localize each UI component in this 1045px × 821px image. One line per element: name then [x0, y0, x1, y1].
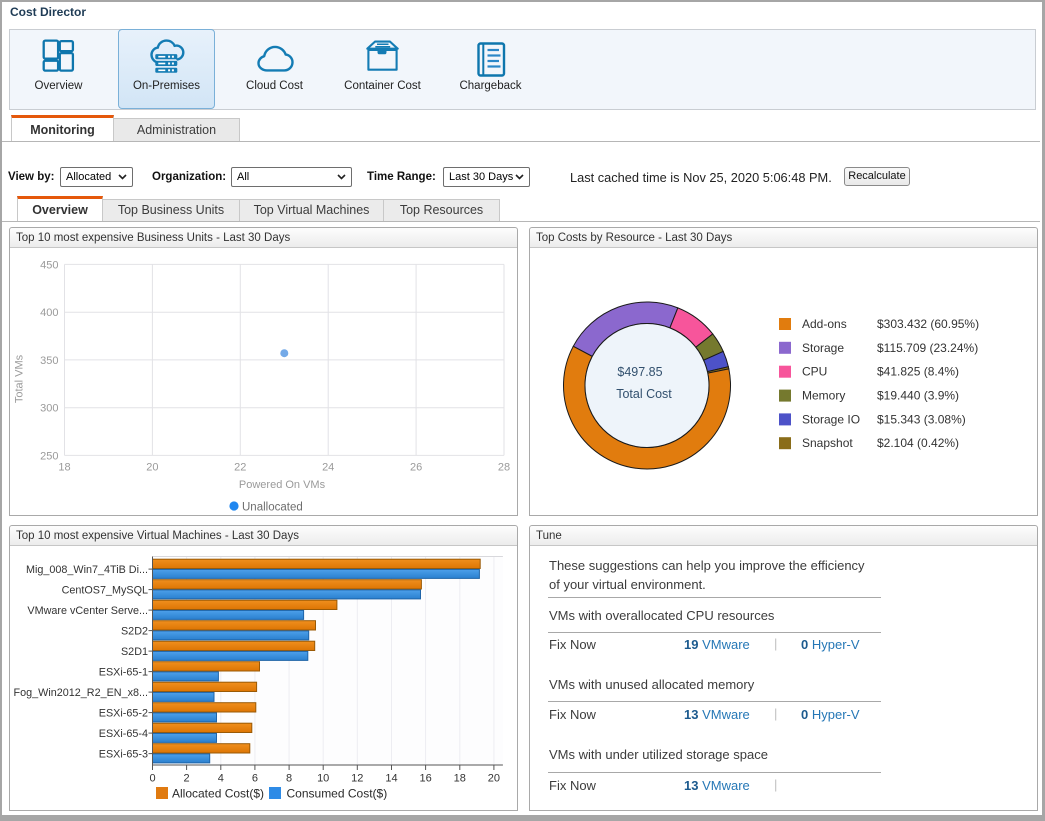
svg-text:Add-ons: Add-ons	[802, 317, 847, 331]
svg-text:Memory: Memory	[802, 389, 845, 403]
svg-text:S2D2: S2D2	[121, 625, 148, 637]
svg-text:20: 20	[146, 462, 158, 474]
svg-text:ESXi-65-3: ESXi-65-3	[99, 748, 148, 760]
svg-text:VMware vCenter Serve...: VMware vCenter Serve...	[27, 605, 148, 617]
svg-text:Unallocated: Unallocated	[242, 502, 303, 514]
svg-text:300: 300	[40, 403, 58, 415]
svg-text:20: 20	[488, 773, 500, 785]
svg-text:400: 400	[40, 307, 58, 319]
svg-text:ESXi-65-4: ESXi-65-4	[99, 728, 148, 740]
svg-text:16: 16	[419, 773, 431, 785]
svg-text:4: 4	[218, 773, 224, 785]
svg-text:24: 24	[322, 462, 334, 474]
svg-text:ESXi-65-2: ESXi-65-2	[99, 707, 148, 719]
svg-text:18: 18	[454, 773, 466, 785]
svg-text:14: 14	[385, 773, 397, 785]
svg-text:350: 350	[40, 355, 58, 367]
svg-text:Snapshot: Snapshot	[802, 436, 853, 450]
svg-text:Allocated Cost($): Allocated Cost($)	[172, 787, 264, 801]
svg-text:$303.432 (60.95%): $303.432 (60.95%)	[877, 317, 979, 331]
svg-text:450: 450	[40, 259, 58, 271]
svg-text:Consumed Cost($): Consumed Cost($)	[287, 787, 388, 801]
svg-text:Mig_008_Win7_4TiB Di...: Mig_008_Win7_4TiB Di...	[26, 564, 148, 576]
svg-text:26: 26	[410, 462, 422, 474]
svg-text:$2.104 (0.42%): $2.104 (0.42%)	[877, 436, 959, 450]
svg-text:12: 12	[351, 773, 363, 785]
svg-text:Total Cost: Total Cost	[616, 387, 672, 401]
svg-text:Total VMs: Total VMs	[14, 354, 26, 403]
svg-text:18: 18	[58, 462, 70, 474]
svg-text:22: 22	[234, 462, 246, 474]
svg-text:$497.85: $497.85	[617, 365, 662, 379]
svg-text:Powered On VMs: Powered On VMs	[239, 479, 326, 491]
svg-text:2: 2	[184, 773, 190, 785]
svg-text:28: 28	[498, 462, 510, 474]
svg-text:S2D1: S2D1	[121, 646, 148, 658]
svg-text:$115.709 (23.24%): $115.709 (23.24%)	[877, 341, 978, 355]
svg-text:ESXi-65-1: ESXi-65-1	[99, 666, 148, 678]
svg-text:8: 8	[286, 773, 292, 785]
svg-text:Fog_Win2012_R2_EN_x8...: Fog_Win2012_R2_EN_x8...	[14, 687, 148, 699]
svg-text:$15.343 (3.08%): $15.343 (3.08%)	[877, 412, 966, 426]
svg-text:$19.440 (3.9%): $19.440 (3.9%)	[877, 389, 959, 403]
svg-text:250: 250	[40, 450, 58, 462]
svg-text:6: 6	[252, 773, 258, 785]
svg-text:10: 10	[317, 773, 329, 785]
svg-text:Storage: Storage	[802, 341, 844, 355]
svg-text:$41.825 (8.4%): $41.825 (8.4%)	[877, 365, 959, 379]
svg-text:CPU: CPU	[802, 365, 827, 379]
svg-text:0: 0	[149, 773, 155, 785]
svg-text:CentOS7_MySQL: CentOS7_MySQL	[62, 584, 148, 596]
svg-text:Storage IO: Storage IO	[802, 412, 860, 426]
